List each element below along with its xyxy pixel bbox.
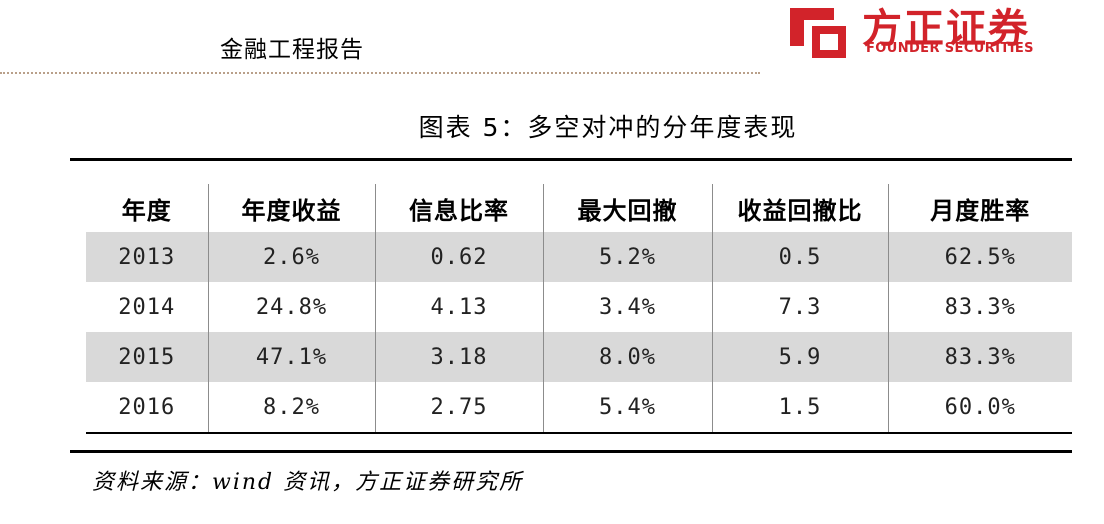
logo-name-cn: 方正证券 xyxy=(862,6,1030,52)
cell-information-ratio: 2.75 xyxy=(374,382,543,434)
founder-securities-logo: 方正证券 FOUNDER SECURITIES xyxy=(782,0,1102,62)
column-header-annual-return: 年度收益 xyxy=(207,184,375,232)
founder-logo-icon xyxy=(790,8,846,58)
table-row: 2013 2.6% 0.62 5.2% 0.5 62.5% xyxy=(86,232,1072,282)
table-top-rule xyxy=(70,158,1072,161)
column-header-year: 年度 xyxy=(121,196,172,225)
table-row: 2016 8.2% 2.75 5.4% 1.5 60.0% xyxy=(86,382,1072,434)
column-header-max-drawdown: 最大回撤 xyxy=(542,184,712,232)
column-header-monthly-win-rate: 月度胜率 xyxy=(887,184,1072,232)
cell-return-drawdown-ratio: 1.5 xyxy=(711,382,888,434)
cell-annual-return: 8.2% xyxy=(207,382,375,434)
report-category: 金融工程报告 xyxy=(220,37,364,63)
performance-table: 年度 年度收益 信息比率 最大回撤 收益回撤比 月度胜率 2013 2.6% 0… xyxy=(86,184,1072,434)
cell-information-ratio: 3.18 xyxy=(374,332,543,382)
cell-return-drawdown-ratio: 0.5 xyxy=(711,232,888,282)
cell-year: 2014 xyxy=(118,294,176,320)
cell-annual-return: 2.6% xyxy=(207,232,375,282)
cell-annual-return: 47.1% xyxy=(207,332,375,382)
cell-information-ratio: 0.62 xyxy=(374,232,543,282)
cell-annual-return: 24.8% xyxy=(207,282,375,332)
table-row: 2014 24.8% 4.13 3.4% 7.3 83.3% xyxy=(86,282,1072,332)
cell-max-drawdown: 5.2% xyxy=(542,232,712,282)
cell-monthly-win-rate: 83.3% xyxy=(887,332,1072,382)
logo-name-en: FOUNDER SECURITIES xyxy=(866,41,1034,56)
column-header-information-ratio: 信息比率 xyxy=(374,184,543,232)
cell-year: 2015 xyxy=(86,332,208,382)
table-header-row: 年度 年度收益 信息比率 最大回撤 收益回撤比 月度胜率 xyxy=(86,184,1072,232)
cell-max-drawdown: 8.0% xyxy=(542,332,712,382)
cell-monthly-win-rate: 62.5% xyxy=(887,232,1072,282)
cell-monthly-win-rate: 60.0% xyxy=(887,382,1072,434)
figure-title: 图表 5：多空对冲的分年度表现 xyxy=(418,113,798,142)
report-header: 金融工程报告 方正证券 FOUNDER SECURITIES xyxy=(0,0,1104,80)
table-row: 2015 47.1% 3.18 8.0% 5.9 83.3% xyxy=(86,332,1072,382)
cell-max-drawdown: 3.4% xyxy=(542,282,712,332)
cell-year: 2013 xyxy=(86,232,208,282)
cell-max-drawdown: 5.4% xyxy=(542,382,712,434)
table-bottom-rule xyxy=(70,450,1072,453)
cell-return-drawdown-ratio: 5.9 xyxy=(711,332,888,382)
cell-return-drawdown-ratio: 7.3 xyxy=(711,282,888,332)
source-note: 资料来源：wind 资讯，方正证券研究所 xyxy=(92,470,524,495)
cell-information-ratio: 4.13 xyxy=(374,282,543,332)
cell-year: 2016 xyxy=(86,382,208,434)
header-divider xyxy=(0,72,760,74)
cell-monthly-win-rate: 83.3% xyxy=(887,282,1072,332)
column-header-return-drawdown-ratio: 收益回撤比 xyxy=(711,184,888,232)
